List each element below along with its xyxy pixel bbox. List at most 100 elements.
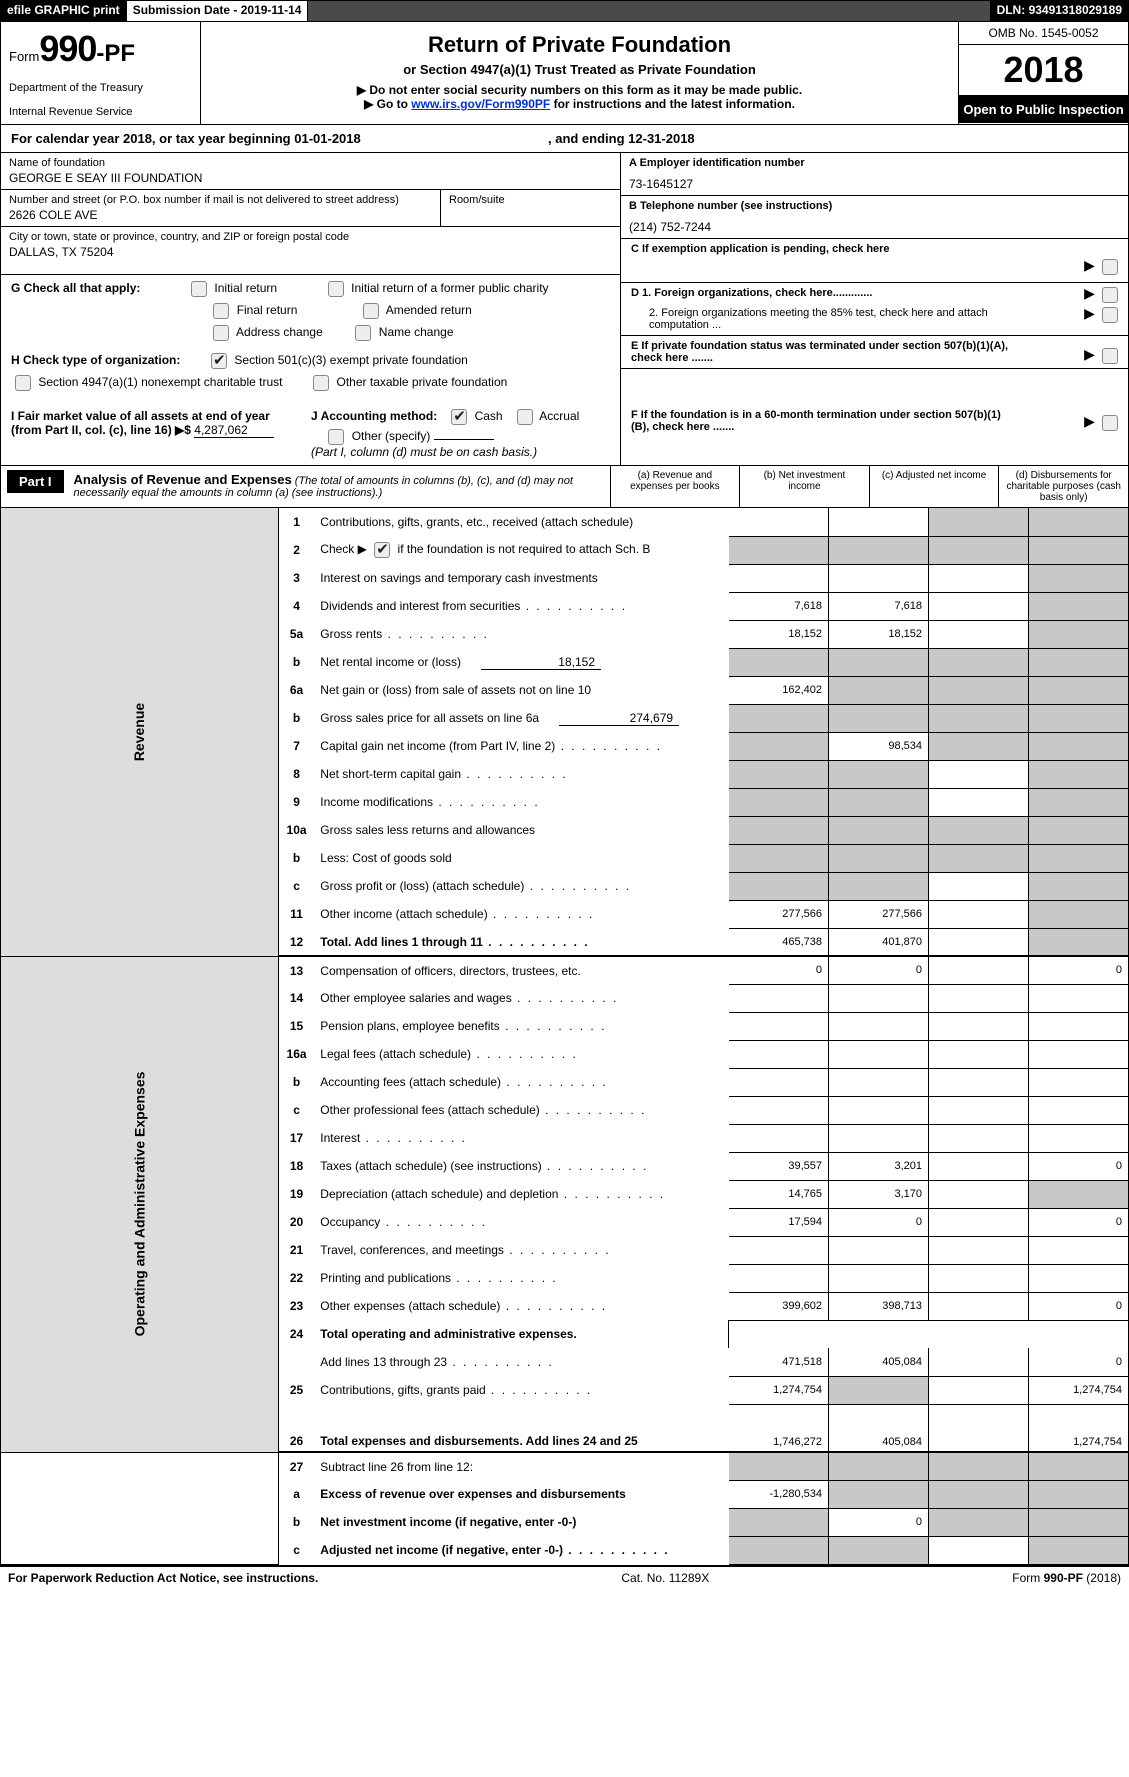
line-number: 27 — [278, 1452, 314, 1480]
part1-header: Part I Analysis of Revenue and Expenses … — [0, 466, 1129, 508]
initial-return-checkbox[interactable] — [191, 281, 207, 297]
line-number: 6a — [278, 676, 314, 704]
exemption-checkbox[interactable] — [1102, 259, 1118, 275]
line-desc: Gross profit or (loss) (attach schedule) — [314, 872, 728, 900]
final-return-checkbox[interactable] — [213, 303, 229, 319]
line-number: 10a — [278, 816, 314, 844]
exemption-pending: C If exemption application is pending, c… — [621, 239, 1128, 283]
line-desc: Net rental income or (loss) 18,152 — [314, 648, 728, 676]
section-g: G Check all that apply: Initial return I… — [1, 275, 620, 353]
form-header: Form990-PF Department of the Treasury In… — [0, 22, 1129, 125]
irs-link[interactable]: www.irs.gov/Form990PF — [411, 97, 550, 111]
dln: DLN: 93491318029189 — [991, 1, 1128, 21]
line-desc: Income modifications — [314, 788, 728, 816]
line-desc: Legal fees (attach schedule) — [314, 1040, 728, 1068]
hiji-row: I Fair market value of all assets at end… — [0, 403, 1129, 466]
terminated-checkbox[interactable] — [1102, 348, 1118, 364]
line-desc: Gross sales price for all assets on line… — [314, 704, 728, 732]
other-taxable-checkbox[interactable] — [313, 375, 329, 391]
line-number: b — [278, 844, 314, 872]
irs: Internal Revenue Service — [9, 106, 190, 118]
line-number: 15 — [278, 1012, 314, 1040]
line-number: 13 — [278, 956, 314, 984]
line-desc: Other expenses (attach schedule) — [314, 1292, 728, 1320]
line-desc: Occupancy — [314, 1208, 728, 1236]
top-bar: efile GRAPHIC print Submission Date - 20… — [0, 0, 1129, 22]
line-number: 2 — [278, 536, 314, 564]
line-desc: Adjusted net income (if negative, enter … — [314, 1536, 728, 1564]
line-number: 17 — [278, 1124, 314, 1152]
line-number: 14 — [278, 984, 314, 1012]
topbar-spacer — [308, 1, 990, 21]
form-note-link: ▶ Go to www.irs.gov/Form990PF for instru… — [221, 97, 938, 111]
accrual-checkbox[interactable] — [517, 409, 533, 425]
line-desc: Taxes (attach schedule) (see instruction… — [314, 1152, 728, 1180]
open-public-inspection: Open to Public Inspection — [959, 96, 1128, 123]
501c3-checkbox[interactable] — [211, 353, 227, 369]
line-number: 20 — [278, 1208, 314, 1236]
calendar-year-row: For calendar year 2018, or tax year begi… — [0, 125, 1129, 153]
line-desc: Travel, conferences, and meetings — [314, 1236, 728, 1264]
address-change-checkbox[interactable] — [213, 325, 229, 341]
form-title: Return of Private Foundation — [221, 32, 938, 58]
schb-checkbox[interactable] — [374, 542, 390, 558]
line-number: 24 — [278, 1320, 314, 1348]
60month-checkbox[interactable] — [1102, 415, 1118, 431]
col-c-hdr: (c) Adjusted net income — [869, 466, 999, 507]
line-desc: Excess of revenue over expenses and disb… — [314, 1480, 728, 1508]
line-number: 5a — [278, 620, 314, 648]
table-row: Operating and Administrative Expenses13C… — [1, 956, 1129, 984]
form-990: 990 — [39, 28, 96, 69]
line-desc: Subtract line 26 from line 12: — [314, 1452, 728, 1480]
ein-cell: A Employer identification number 73-1645… — [621, 153, 1128, 196]
line-desc: Accounting fees (attach schedule) — [314, 1068, 728, 1096]
line-number: 9 — [278, 788, 314, 816]
page-footer: For Paperwork Reduction Act Notice, see … — [0, 1565, 1129, 1589]
header-mid: Return of Private Foundation or Section … — [201, 22, 958, 124]
city-cell: City or town, state or province, country… — [1, 227, 620, 275]
4947a1-checkbox[interactable] — [15, 375, 31, 391]
line-desc: Total expenses and disbursements. Add li… — [314, 1404, 728, 1452]
omb-number: OMB No. 1545-0052 — [959, 22, 1128, 45]
line-number: a — [278, 1480, 314, 1508]
line-number: 19 — [278, 1180, 314, 1208]
line-desc: Add lines 13 through 23 — [314, 1348, 728, 1376]
line-desc: Gross rents — [314, 620, 728, 648]
line-number: 22 — [278, 1264, 314, 1292]
efile-label: efile GRAPHIC print — [1, 1, 127, 21]
line-desc: Compensation of officers, directors, tru… — [314, 956, 728, 984]
submission-date: Submission Date - 2019-11-14 — [127, 1, 309, 21]
table-row: 27Subtract line 26 from line 12: — [1, 1452, 1129, 1480]
tax-year: 2018 — [959, 45, 1128, 96]
line-desc: Total operating and administrative expen… — [314, 1320, 728, 1348]
initial-return-former-checkbox[interactable] — [328, 281, 344, 297]
name-change-checkbox[interactable] — [355, 325, 371, 341]
line-desc: Check ▶ if the foundation is not require… — [314, 536, 728, 564]
line-number: b — [278, 1068, 314, 1096]
line-desc: Printing and publications — [314, 1264, 728, 1292]
info-left: Name of foundation GEORGE E SEAY III FOU… — [1, 153, 621, 403]
room-suite: Room/suite — [440, 190, 620, 226]
line-number: b — [278, 1508, 314, 1536]
other-method-checkbox[interactable] — [328, 429, 344, 445]
amended-return-checkbox[interactable] — [363, 303, 379, 319]
form-subtitle: or Section 4947(a)(1) Trust Treated as P… — [221, 62, 938, 77]
line-desc: Less: Cost of goods sold — [314, 844, 728, 872]
header-right: OMB No. 1545-0052 2018 Open to Public In… — [958, 22, 1128, 124]
line-number: 12 — [278, 928, 314, 956]
line-desc: Contributions, gifts, grants, etc., rece… — [314, 508, 728, 536]
line-number: 26 — [278, 1404, 314, 1452]
foreign-org-checkbox[interactable] — [1102, 287, 1118, 303]
line-desc: Gross sales less returns and allowances — [314, 816, 728, 844]
foreign-85-checkbox[interactable] — [1102, 307, 1118, 323]
line-desc: Net short-term capital gain — [314, 760, 728, 788]
line-number: 25 — [278, 1376, 314, 1404]
form-note-ssn: ▶ Do not enter social security numbers o… — [221, 83, 938, 97]
line-number: 11 — [278, 900, 314, 928]
line-desc: Other professional fees (attach schedule… — [314, 1096, 728, 1124]
line-desc: Interest on savings and temporary cash i… — [314, 564, 728, 592]
line-desc: Interest — [314, 1124, 728, 1152]
line-number: b — [278, 648, 314, 676]
part1-table: Revenue1Contributions, gifts, grants, et… — [0, 508, 1129, 1565]
cash-checkbox[interactable] — [451, 409, 467, 425]
